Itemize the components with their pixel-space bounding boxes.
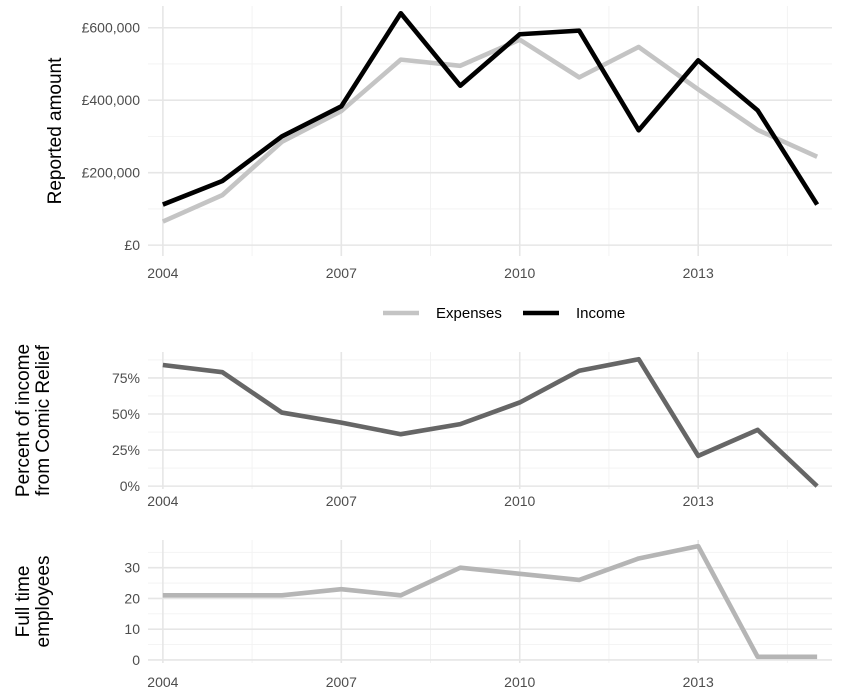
x-tick-label: 2007 [326, 493, 357, 509]
legend-label-expenses: Expenses [436, 305, 502, 322]
legend-label-income: Income [576, 305, 625, 322]
y-tick-label: 75% [112, 370, 140, 386]
y-tick-label: 20 [124, 590, 140, 606]
x-tick-label: 2010 [504, 493, 535, 509]
series-line-panel-2 [162, 356, 819, 488]
x-tick-label: 2004 [147, 493, 178, 509]
y-tick-label: 25% [112, 442, 140, 458]
y-tick-label: 0 [132, 652, 140, 668]
y-tick-label: 30 [124, 560, 140, 576]
panel-1: 2004 2007 2010 2013 £0 £200,000 £400,000 £600,0… [45, 6, 832, 281]
x-tick-label: 2010 [504, 265, 535, 281]
y-tick-label: £400,000 [82, 92, 141, 108]
x-tick-label: 2013 [683, 265, 714, 281]
x-tick-label: 2013 [683, 674, 714, 690]
series-line-panel-3 [162, 543, 818, 660]
x-tick-label: 2004 [147, 265, 178, 281]
x-tick-label: 2007 [326, 674, 357, 690]
y-axis-title: Percent of incomefrom Comic Relief [13, 344, 54, 497]
x-tick-label: 2007 [326, 265, 357, 281]
y-tick-label: £0 [124, 237, 140, 253]
y-tick-label: £200,000 [82, 165, 141, 181]
series-line-expenses [161, 37, 819, 224]
y-tick-label: 0% [120, 478, 140, 494]
x-tick-label: 2004 [147, 674, 178, 690]
panel-3: 2004 2007 2010 2013 0 10 20 30 Full timeemployee… [13, 540, 832, 690]
y-tick-label: £600,000 [82, 20, 141, 36]
y-axis-title: Reported amount [45, 57, 66, 205]
x-tick-label: 2013 [683, 493, 714, 509]
panel-2: 2004 2007 2010 2013 0% 25% 50% 75% Percent of in… [13, 344, 832, 509]
y-axis-title: Full timeemployees [13, 556, 54, 648]
series-line-income [162, 10, 820, 207]
legend: Expenses Income [383, 305, 625, 322]
y-tick-label: 10 [124, 621, 140, 637]
x-tick-label: 2010 [504, 674, 535, 690]
y-tick-label: 50% [112, 406, 140, 422]
